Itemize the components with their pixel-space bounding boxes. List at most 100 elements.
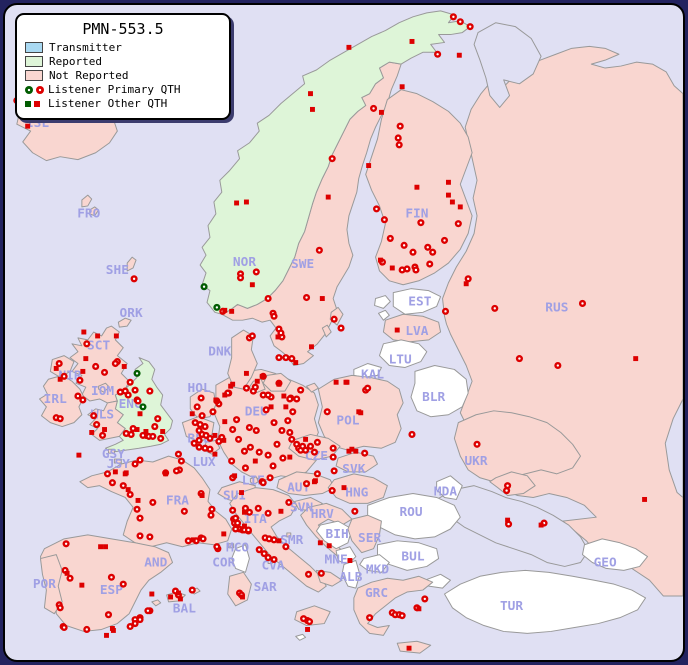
red-square-icon [34,100,40,107]
listener-other-marker [349,446,355,452]
listener-other-marker [123,470,129,476]
listener-other-marker [303,436,309,442]
listener-primary-marker [554,361,562,370]
listener-other-marker [389,265,395,271]
listener-other-marker [309,344,314,350]
country-mkd [359,554,390,573]
listener-other-marker [81,329,87,335]
listener-primary-marker [305,618,314,626]
country-smr [286,532,292,538]
listener-primary-marker [206,445,214,453]
listener-primary-marker [242,384,250,392]
listener-primary-marker [361,449,369,457]
listener-primary-marker [279,454,287,462]
country-iom [98,382,110,393]
listener-primary-green-marker [133,369,141,377]
country-lie [249,476,259,486]
listener-other-marker [234,200,240,206]
listener-other-marker [240,594,245,600]
island-bornholm [306,382,319,393]
listener-primary-marker [229,506,237,514]
country-gsy [107,448,115,454]
country-label-lva: LVA [405,324,428,339]
listener-other-marker [378,109,384,115]
listener-primary-marker [60,623,68,632]
listener-primary-marker [195,443,203,451]
listener-primary-marker [491,304,499,312]
listener-other-marker [242,509,247,515]
listener-primary-marker [329,444,337,452]
listener-other-marker [125,487,131,493]
country-fro-2 [89,206,100,217]
listener-primary-marker [394,134,402,142]
listener-primary-marker [245,424,253,432]
country-label-mco: MCO [226,541,249,556]
legend-row-other-qth: Listener Other QTH [25,97,221,110]
listener-primary-marker [197,394,205,402]
listener-primary-marker [300,615,308,623]
listener-primary-marker [270,536,278,544]
listener-primary-marker [398,612,406,620]
country-ork [117,317,132,328]
country-label-cva: CVA [261,558,284,573]
listener-primary-marker [116,388,124,396]
country-label-gsy: GSY [102,447,125,462]
legend-label: Reported [49,55,102,68]
transmitter-swatch [25,42,43,53]
listener-primary-marker [259,391,267,399]
listener-primary-marker [386,234,394,242]
listener-primary-marker [578,299,587,307]
country-label-cze: CZE [305,449,328,464]
listener-other-marker [346,44,352,50]
listener-primary-marker [83,340,91,348]
listener-primary-marker [364,384,372,392]
country-label-svk: SVK [342,462,365,477]
listener-primary-green-marker [139,403,147,411]
listener-other-marker [312,478,318,484]
listener-primary-marker [515,355,523,363]
listener-other-marker [399,84,405,90]
listener-other-marker [190,537,196,543]
listener-other-marker [113,333,119,339]
country-mco [228,543,235,549]
red-circle-icon [36,85,44,94]
listener-primary-marker [282,543,290,551]
listener-primary-marker [426,260,434,268]
black-sea [436,485,589,567]
listener-other-marker [281,393,287,399]
country-ukr [453,410,582,483]
listener-primary-marker [234,519,242,527]
listener-primary-marker [310,448,318,456]
legend-row-not-reported: Not Reported [25,69,221,82]
listener-other-marker [95,333,101,339]
country-label-fra: FRA [166,493,189,508]
listener-other-marker [228,383,234,389]
listener-primary-marker [366,614,374,622]
listener-primary-marker [259,479,267,487]
listener-primary-green-marker [200,283,208,291]
listener-primary-marker [111,359,119,368]
listener-other-marker [102,427,107,432]
country-label-dnk: DNK [208,345,231,360]
listener-primary-marker [172,467,181,475]
listener-primary-marker [241,464,250,472]
listener-primary-marker [93,421,101,429]
listener-primary-marker [264,391,272,399]
listener-primary-marker [270,312,278,320]
listener-other-marker [293,360,299,366]
listener-other-marker [457,204,463,210]
listener-primary-marker [252,268,260,276]
listener-primary-marker [55,359,63,368]
listener-other-marker [287,454,293,460]
listener-primary-marker [330,315,338,323]
listener-other-marker [57,376,63,382]
country-bih [315,520,353,550]
country-grc [353,575,434,636]
listener-other-marker [89,430,95,435]
listener-primary-marker [188,586,196,594]
listener-primary-marker [328,487,336,495]
listener-other-marker [538,522,544,528]
listener-primary-marker [278,426,286,435]
listener-other-marker [232,473,238,479]
